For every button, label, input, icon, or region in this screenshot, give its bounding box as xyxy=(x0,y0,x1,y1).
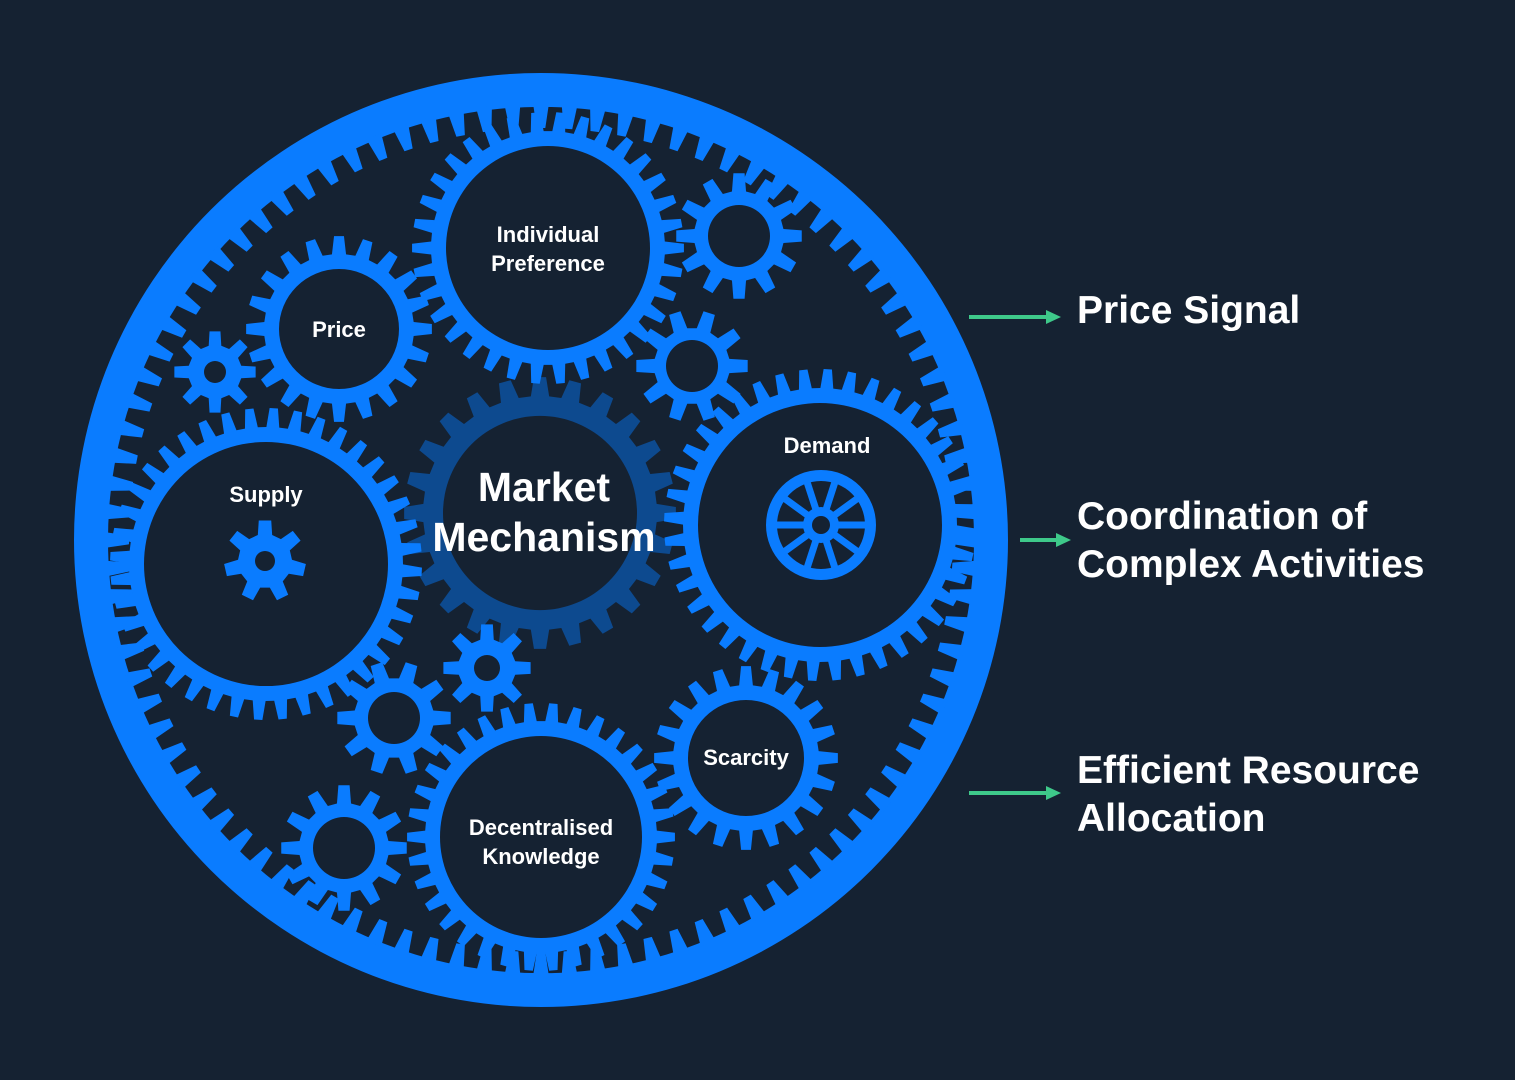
small-gear-center-bottom xyxy=(443,624,531,712)
gear-supply: Supply xyxy=(110,408,422,720)
scarcity-label: Scarcity xyxy=(703,745,789,770)
outcome-coordination: Coordination of Complex Activities xyxy=(1077,493,1425,589)
wheel-spoke xyxy=(831,531,861,555)
individual-preference-label-line2: Preference xyxy=(491,251,605,276)
gear-demand: Demand xyxy=(664,369,976,681)
individual-preference-label-line1: Individual xyxy=(497,222,600,247)
wheel-spoke xyxy=(803,539,820,570)
wheel-spoke xyxy=(781,531,811,555)
wheel-hub xyxy=(803,507,839,543)
demand-wheel-icon xyxy=(766,470,876,580)
outcome-efficient-allocation-line1: Efficient Resource xyxy=(1077,749,1420,792)
decentralised-knowledge-label-line1: Decentralised xyxy=(469,815,613,840)
arrow-head xyxy=(1046,310,1061,324)
small-gear-lower-left xyxy=(337,662,451,774)
wheel-spoke xyxy=(822,480,839,511)
outcome-coordination-line2: Complex Activities xyxy=(1077,543,1425,586)
demand-label: Demand xyxy=(784,433,871,458)
center-gear-body xyxy=(404,377,676,649)
arrow-head xyxy=(1046,786,1061,800)
wheel-spoke xyxy=(781,495,811,519)
gear-scarcity: Scarcity xyxy=(654,666,838,850)
individual-preference-gear xyxy=(412,112,684,384)
supply-label: Supply xyxy=(229,482,303,507)
arrow-coordination xyxy=(1020,533,1071,547)
outcome-price-signal: Price Signal xyxy=(1077,287,1300,335)
price-label: Price xyxy=(312,317,366,342)
small-gear-mid-right xyxy=(636,311,748,421)
small-gear-top-right xyxy=(676,173,802,299)
small-gear-bottom-left xyxy=(281,785,407,911)
center-label-line1: Market xyxy=(478,464,611,510)
supply-cog-icon xyxy=(224,520,306,601)
center-label-line2: Mechanism xyxy=(432,514,655,560)
decentralised-knowledge-label-line2: Knowledge xyxy=(482,844,599,869)
outcome-coordination-line1: Coordination of xyxy=(1077,495,1368,538)
gear-decentralised-knowledge: Decentralised Knowledge xyxy=(407,703,675,971)
outcome-price-signal-line1: Price Signal xyxy=(1077,289,1301,332)
arrow-efficient-allocation xyxy=(969,786,1061,800)
wheel-spoke xyxy=(803,480,820,511)
wheel-spoke xyxy=(822,539,839,570)
small-gear-left xyxy=(174,331,256,413)
gear-price: Price xyxy=(246,236,432,422)
price-gear xyxy=(246,236,432,422)
arrow-price-signal xyxy=(969,310,1061,324)
outcome-efficient-allocation-line2: Allocation xyxy=(1077,797,1266,840)
scarcity-gear xyxy=(654,666,838,850)
wheel-spoke xyxy=(831,495,861,519)
outcome-efficient-allocation: Efficient Resource Allocation xyxy=(1077,747,1419,843)
center-gear xyxy=(404,377,676,649)
arrow-head xyxy=(1056,533,1071,547)
gear-individual-preference: Individual Preference xyxy=(412,112,684,384)
